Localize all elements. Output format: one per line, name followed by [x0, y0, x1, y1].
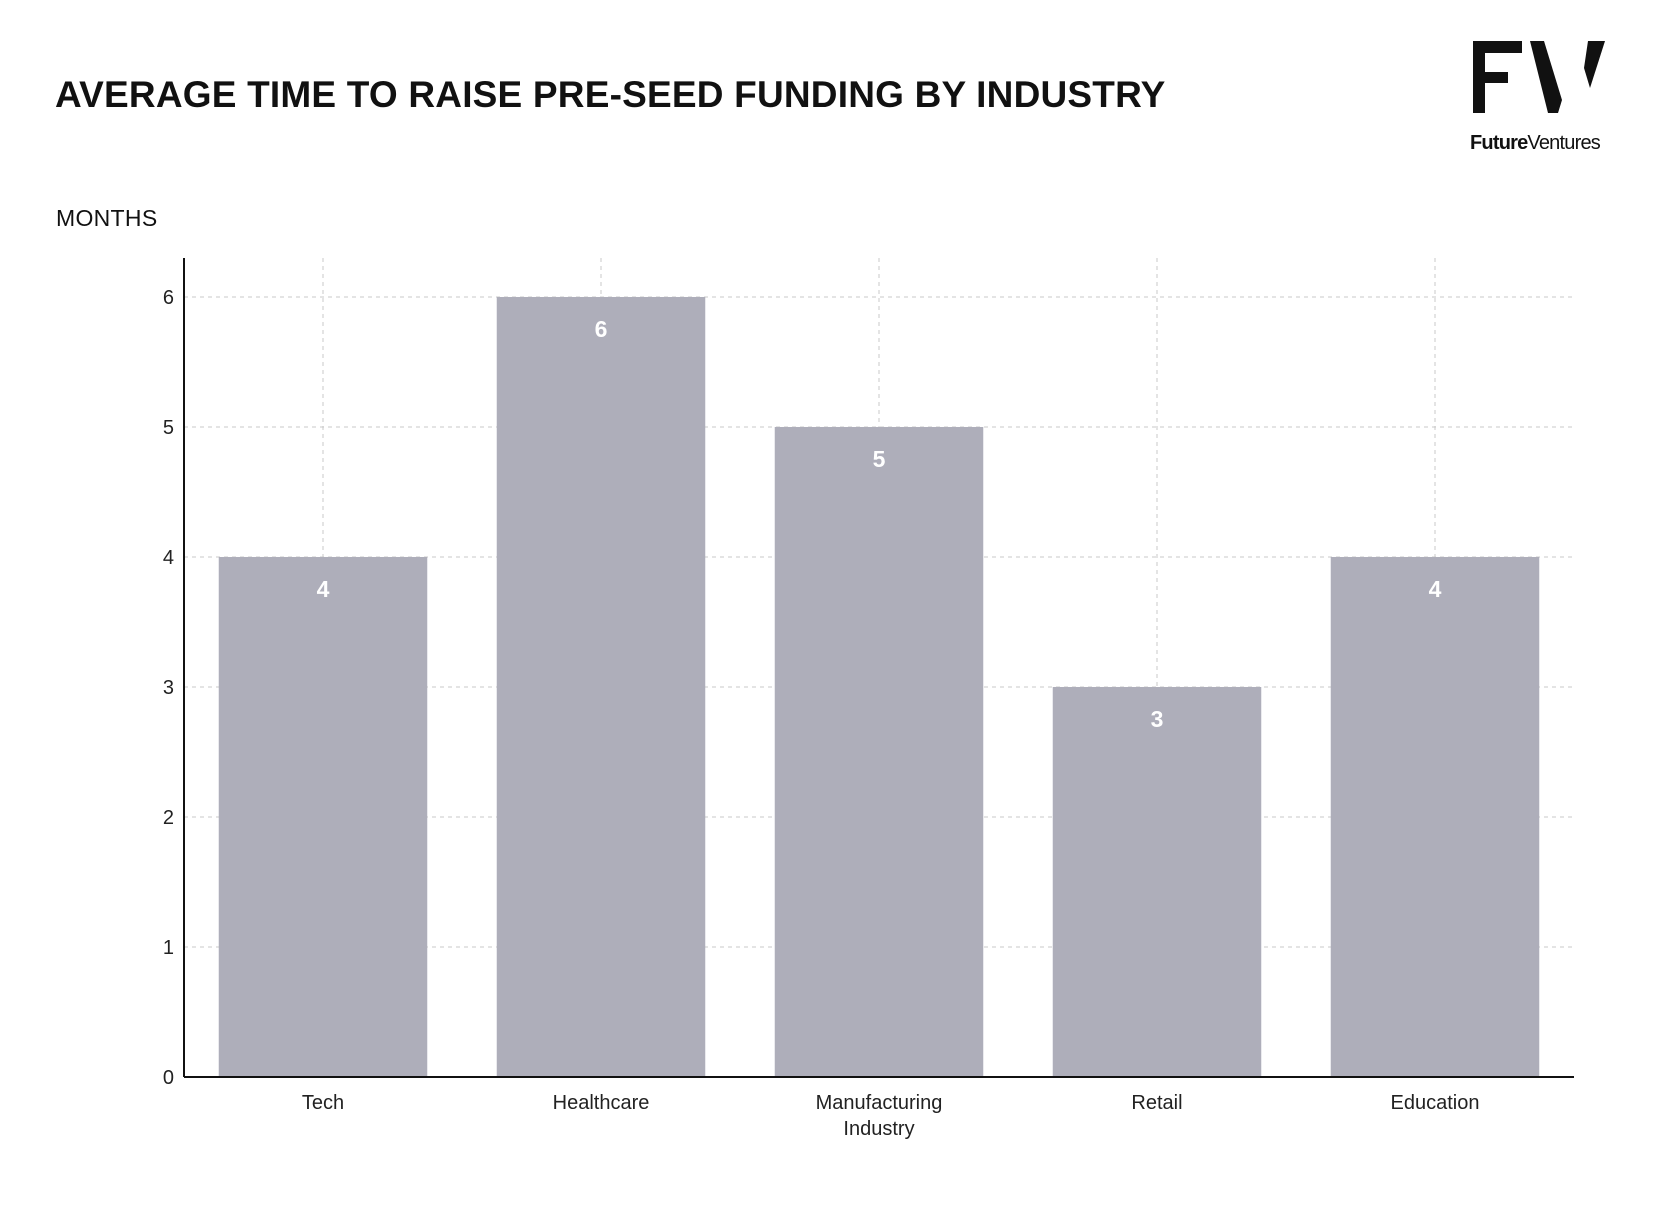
y-tick-label: 0 — [163, 1067, 174, 1089]
logo-wordmark-ventures: Ventures — [1527, 132, 1600, 154]
chart-title: AVERAGE TIME TO RAISE PRE-SEED FUNDING B… — [55, 74, 1166, 115]
fv-logo-mark — [1473, 41, 1605, 113]
y-tick-label: 3 — [163, 677, 174, 699]
bar — [496, 297, 706, 1077]
logo-wordmark: FutureVentures — [1470, 132, 1610, 155]
bar — [774, 427, 984, 1077]
x-tick-label: Healthcare — [553, 1092, 650, 1114]
data-label: 4 — [317, 576, 330, 602]
x-tick-label: Manufacturing — [816, 1092, 943, 1114]
y-axis-title: MONTHS — [56, 205, 158, 231]
data-label: 5 — [873, 446, 886, 472]
future-ventures-logo: FutureVentures — [1470, 40, 1610, 162]
y-tick-label: 6 — [163, 287, 174, 309]
bar — [1330, 557, 1540, 1077]
x-tick-label: Retail — [1131, 1092, 1182, 1114]
x-tick-label: Tech — [302, 1092, 344, 1114]
data-label: 6 — [595, 316, 608, 342]
bar — [218, 557, 428, 1077]
y-tick-label: 1 — [163, 937, 174, 959]
x-tick-label: Industry — [843, 1118, 914, 1140]
y-tick-label: 5 — [163, 417, 174, 439]
y-tick-label: 4 — [163, 547, 174, 569]
logo-wordmark-future: Future — [1470, 132, 1528, 154]
y-tick-label: 2 — [163, 807, 174, 829]
x-tick-label: Education — [1391, 1092, 1480, 1114]
data-label: 4 — [1429, 576, 1442, 602]
bar — [1052, 687, 1262, 1077]
data-label: 3 — [1151, 706, 1164, 732]
